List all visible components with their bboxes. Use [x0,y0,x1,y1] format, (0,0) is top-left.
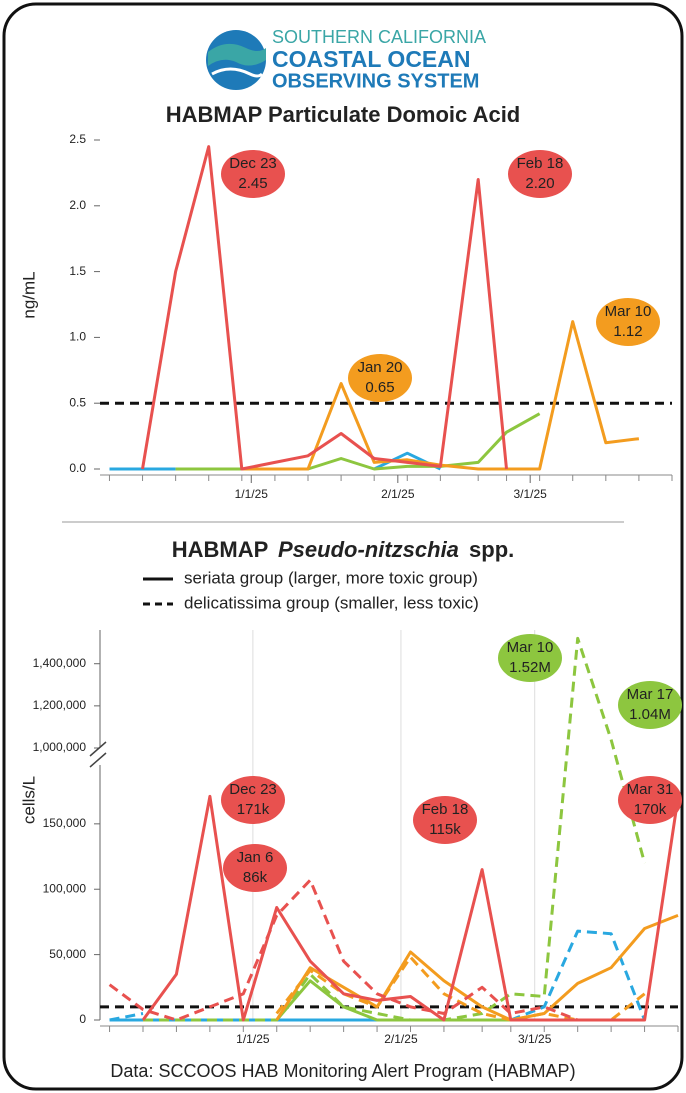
annotation-date: Dec 23 [229,781,277,798]
annotation-date: Feb 18 [422,801,469,818]
y-tick-label: 50,000 [49,947,86,961]
series-line [275,979,511,1022]
series-line [275,914,679,1022]
annotation-value: 1.12 [613,323,642,340]
y-tick-label: 0.0 [69,461,86,475]
y-tick-label: 0.5 [69,395,86,409]
annotation-date: Mar 31 [627,781,674,798]
y-tick-label: 1,400,000 [33,656,87,670]
series-line [109,929,646,1022]
annotation-bubble [221,150,285,198]
annotation-bubble [223,844,287,892]
annotation-bubble [618,681,682,729]
x-tick-label: 2/1/25 [381,487,415,501]
y-axis-label: cells/L [19,776,38,824]
annotation-bubble [508,150,572,198]
y-tick-label: 1.0 [69,330,86,344]
annotation-date: Mar 17 [627,686,674,703]
annotation-value: 2.45 [238,175,267,192]
series-line [141,145,508,471]
chart-title: HABMAP Particulate Domoic Acid [166,102,521,127]
y-tick-label: 100,000 [43,881,87,895]
annotation-bubble [618,776,682,824]
annotation-bubble [498,634,562,682]
y-tick-label: 1,200,000 [33,698,87,712]
annotation-value: 86k [243,869,268,886]
annotation-value: 1.52M [509,659,551,676]
annotation-bubble [413,796,477,844]
annotation-value: 0.65 [365,379,394,396]
x-tick-label: 2/1/25 [384,1032,418,1046]
y-tick-label: 2.5 [69,132,86,146]
logo-icon [206,30,266,90]
series-line [108,878,612,1022]
y-tick-label: 150,000 [43,816,87,830]
legend-label: delicatissima group (smaller, less toxic… [184,593,479,612]
footer: Data: SCCOOS HAB Monitoring Alert Progra… [110,1061,575,1081]
annotation-bubble [221,776,285,824]
x-tick-label: 3/1/25 [513,487,547,501]
annotation-date: Dec 23 [229,155,277,172]
logo-line: OBSERVING SYSTEM [272,70,479,92]
logo-line: SOUTHERN CALIFORNIA [272,27,486,47]
title-part: Pseudo-nitzschia [278,537,459,562]
y-tick-label: 1.5 [69,264,86,278]
series-line [175,412,541,471]
x-tick-label: 3/1/25 [518,1032,552,1046]
annotation-value: 2.20 [525,175,554,192]
annotation-date: Mar 10 [507,639,554,656]
title-part: spp. [469,537,514,562]
x-tick-label: 1/1/25 [236,1032,270,1046]
annotation-bubble [596,298,660,346]
series-line [143,636,647,1022]
axis-break [89,741,107,768]
legend-label: seriata group (larger, more toxic group) [184,568,478,587]
x-tick-label: 1/1/25 [235,487,269,501]
annotation-date: Jan 6 [237,849,274,866]
annotation-value: 1.04M [629,706,671,723]
y-tick-label: 2.0 [69,198,86,212]
annotation-value: 115k [429,821,461,838]
annotation-value: 171k [237,801,270,818]
logo-line: COASTAL OCEAN [272,46,471,72]
series-line [141,794,680,1022]
annotation-date: Jan 20 [357,359,402,376]
y-tick-label: 0 [79,1012,86,1026]
title-part: HABMAP [172,537,268,562]
annotation-bubble [348,354,412,402]
annotation-value: 170k [634,801,667,818]
chart-title: HABMAP Pseudo-nitzschia spp. [172,537,515,562]
y-tick-label: 1,000,000 [33,740,87,754]
annotation-date: Feb 18 [517,155,564,172]
y-axis-label: ng/mL [19,271,38,318]
annotation-date: Mar 10 [605,303,652,320]
